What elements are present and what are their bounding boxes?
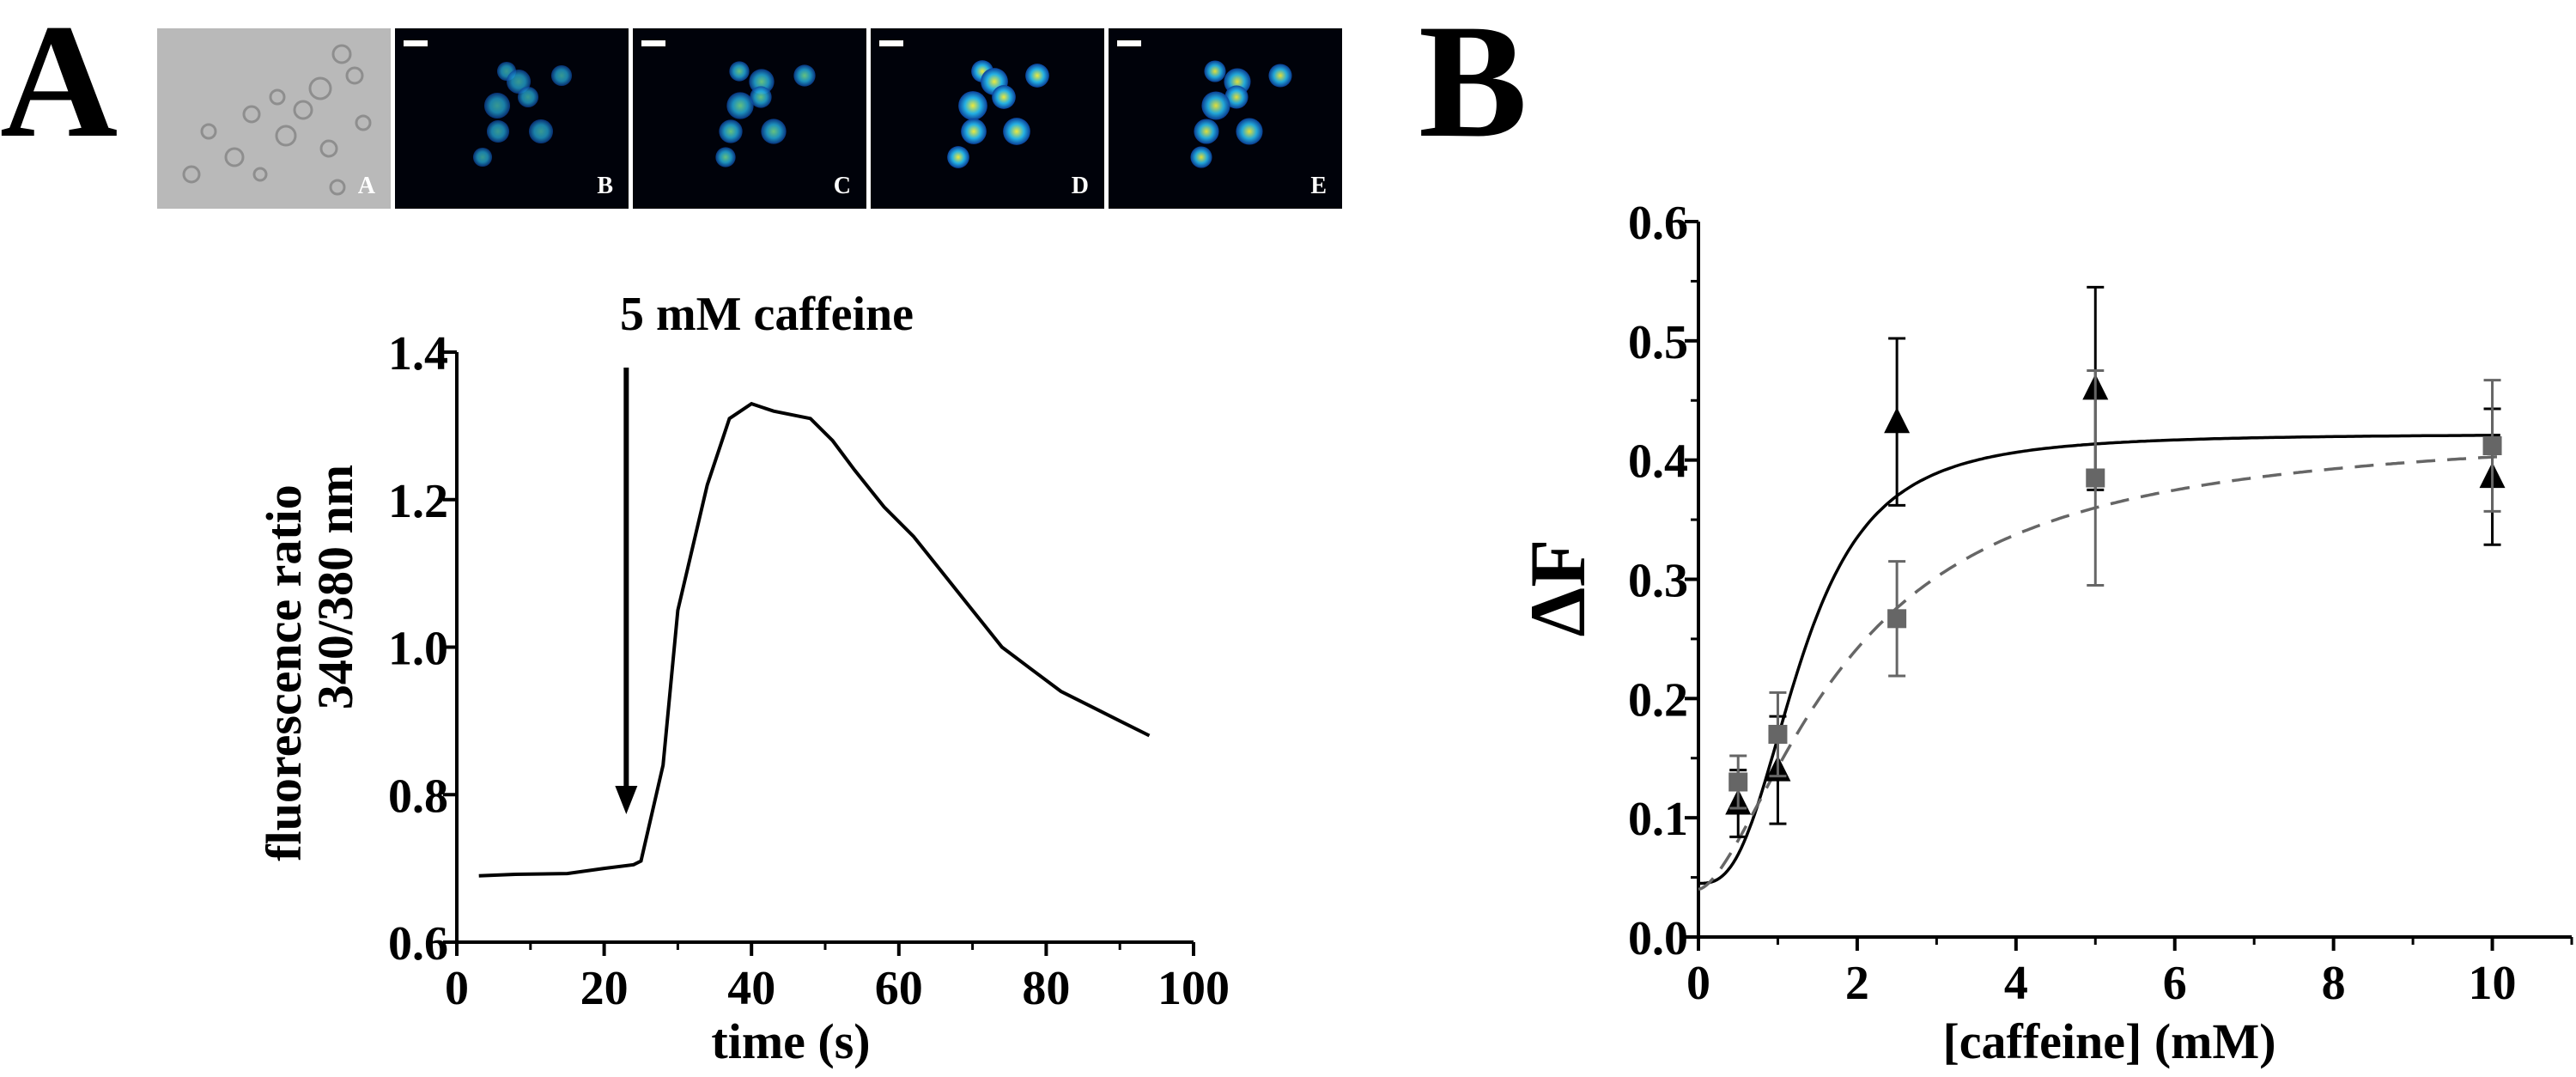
cell-spot <box>729 61 750 82</box>
fluorescence-trace-line <box>478 401 1151 878</box>
x-tick-label: 60 <box>875 962 923 1015</box>
micrograph-fluorescence: E <box>1109 28 1342 209</box>
arrow-head <box>615 786 638 814</box>
y-tick-label: 0.8 <box>388 770 448 823</box>
x-tick-label: 40 <box>727 962 775 1015</box>
cell-spot <box>1236 118 1263 145</box>
x-tick-label: 2 <box>1845 957 1869 1010</box>
fluorescence-image <box>395 28 629 209</box>
cell-spot <box>472 147 493 167</box>
data-point-square <box>1768 724 1788 744</box>
y-tick-label: 1.0 <box>388 623 448 676</box>
cell-spot <box>715 147 736 167</box>
panel-letter-b: B <box>1419 0 1528 172</box>
fit-curve-solid <box>1698 434 2500 885</box>
x-tick-label: 0 <box>1686 957 1710 1010</box>
y-axis-label-line1: fluorescence ratio <box>256 484 312 861</box>
data-point-square <box>2086 468 2105 488</box>
cell-spot <box>761 119 787 144</box>
x-tick-label: 6 <box>2163 957 2187 1010</box>
x-tick-label: 8 <box>2322 957 2346 1010</box>
cell-spot <box>961 119 987 144</box>
micrograph-brightfield: A <box>157 28 391 209</box>
cell-spot <box>517 86 539 108</box>
cell-spot <box>1194 119 1219 144</box>
micrograph-label: E <box>1310 173 1327 199</box>
cell-spot <box>947 146 969 168</box>
cell-spot <box>1190 146 1212 168</box>
cell-spot <box>750 86 772 108</box>
fluorescence-image <box>871 28 1104 209</box>
cell-spot <box>550 64 573 87</box>
x-tick-label: 20 <box>580 962 629 1015</box>
data-point-square <box>2482 436 2502 456</box>
y-tick-label: 0.6 <box>388 917 448 971</box>
x-tick-label: 80 <box>1022 962 1070 1015</box>
fluorescence-image <box>633 28 866 209</box>
caffeine-annotation: 5 mM caffeine <box>620 288 914 341</box>
cell-spot <box>1025 64 1049 88</box>
y-tick-label: 0.0 <box>1628 912 1688 965</box>
cell-spot <box>793 64 816 87</box>
scale-bar <box>641 40 665 46</box>
x-axis-label: [caffeine] (mM) <box>1942 1013 2275 1069</box>
cell-spot <box>719 119 743 143</box>
y-tick-label: 1.2 <box>388 475 448 528</box>
scale-bar <box>1117 40 1141 46</box>
cell-spot <box>528 119 554 144</box>
micrograph-label: D <box>1071 173 1089 199</box>
y-tick-label: 0.1 <box>1628 793 1688 846</box>
caffeine-arrow <box>615 368 638 814</box>
calcium-trace-chart: 0 20 40 60 80 100 0.6 0.8 1.0 1.2 1.4 5 mM caffein… <box>256 288 1230 1069</box>
y-axis-label: ΔF <box>1514 539 1601 637</box>
x-tick-label: 0 <box>445 962 469 1015</box>
fluorescence-image <box>1109 28 1342 209</box>
scale-bar <box>879 40 903 46</box>
cell-spot <box>486 119 510 143</box>
y-tick-label: 0.2 <box>1628 673 1688 727</box>
micrograph-fluorescence: B <box>395 28 629 209</box>
cell-spot <box>1204 60 1226 82</box>
y-tick-label: 0.3 <box>1628 555 1688 608</box>
cell-spot <box>1268 64 1292 88</box>
micrograph-fluorescence: D <box>871 28 1104 209</box>
cell-spot <box>1201 91 1230 120</box>
data-point-square <box>1728 772 1748 792</box>
y-tick-label: 0.5 <box>1628 316 1688 369</box>
data-point-square <box>1887 609 1907 629</box>
y-axis-label-line2: 340/380 nm <box>307 465 363 709</box>
brightfield-image <box>157 28 391 209</box>
cell-spot <box>958 91 987 120</box>
x-axis-label: time (s) <box>711 1013 870 1069</box>
micrograph-label: C <box>833 173 851 199</box>
data-point-triangle <box>1884 407 1911 434</box>
panel-letter-a: A <box>0 0 118 172</box>
fit-curve-dashed <box>1698 454 2500 891</box>
cell-spot <box>726 92 754 119</box>
micrograph-fluorescence: C <box>633 28 866 209</box>
micrograph-label: A <box>357 173 375 199</box>
micrograph-label: B <box>597 173 613 199</box>
x-tick-label: 100 <box>1157 962 1230 1015</box>
cell-spot <box>1224 85 1249 109</box>
x-tick-label: 10 <box>2469 957 2517 1010</box>
x-tick-label: 4 <box>2004 957 2028 1010</box>
cell-spot <box>483 92 511 119</box>
y-tick-label: 0.4 <box>1628 435 1688 489</box>
cell-spot <box>1003 118 1030 145</box>
scale-bar <box>404 40 428 46</box>
y-tick-label: 0.6 <box>1628 197 1688 250</box>
cell-spot <box>992 85 1016 109</box>
y-tick-label: 1.4 <box>388 327 448 380</box>
